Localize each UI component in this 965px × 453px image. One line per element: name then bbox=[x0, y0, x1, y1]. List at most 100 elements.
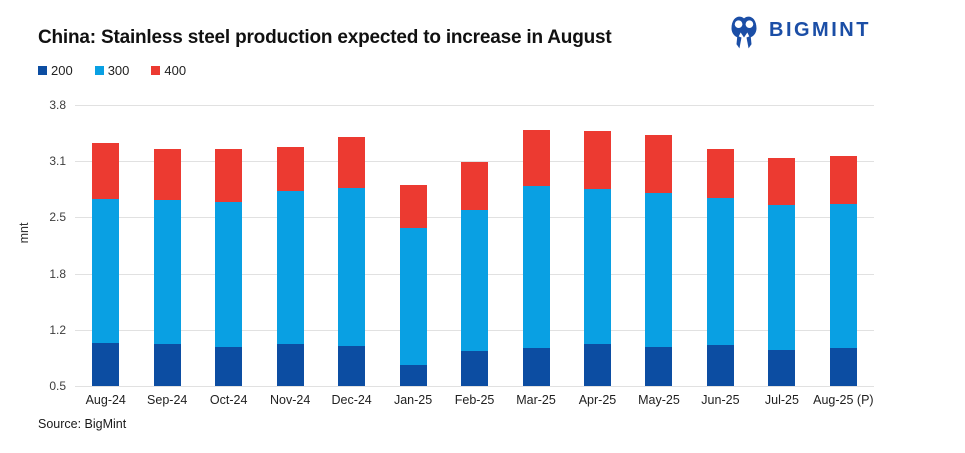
stacked-bar-dec-24 bbox=[338, 105, 366, 386]
bigmint-logo-text: BIGMINT bbox=[769, 19, 871, 41]
segment-400 bbox=[768, 157, 796, 205]
segment-200 bbox=[768, 350, 796, 386]
segment-400 bbox=[583, 130, 611, 190]
y-tick-label: 3.1 bbox=[49, 154, 66, 169]
segment-200 bbox=[215, 346, 243, 386]
segment-300 bbox=[645, 192, 673, 347]
stacked-bar-aug-25-p bbox=[829, 105, 857, 386]
segment-200 bbox=[92, 343, 120, 386]
x-tick-label: Aug-25 (P) bbox=[813, 393, 874, 407]
stacked-bar-apr-25 bbox=[583, 105, 611, 386]
segment-300 bbox=[583, 189, 611, 345]
stacked-bar-aug-24 bbox=[92, 105, 120, 386]
gridline bbox=[75, 105, 874, 106]
legend: 200 300 400 bbox=[38, 63, 186, 78]
segment-200 bbox=[276, 344, 304, 386]
segment-200 bbox=[153, 344, 181, 386]
y-axis-ticks: 3.8 3.1 2.5 1.8 1.2 0.5 bbox=[0, 98, 66, 393]
segment-400 bbox=[92, 143, 120, 199]
gridline bbox=[75, 386, 874, 387]
segment-200 bbox=[829, 347, 857, 386]
bar-group-oct-24: Oct-24 bbox=[198, 105, 259, 407]
bars: Aug-24 Sep-24 Oct-24 Nov-24 Dec-24 Jan-25 Feb-… bbox=[75, 105, 874, 407]
bar-group-dec-24: Dec-24 bbox=[321, 105, 382, 407]
segment-200 bbox=[522, 347, 550, 386]
segment-300 bbox=[338, 188, 366, 346]
stacked-bar-mar-25 bbox=[522, 105, 550, 386]
segment-300 bbox=[522, 185, 550, 348]
stacked-bar-nov-24 bbox=[276, 105, 304, 386]
legend-item-200: 200 bbox=[38, 63, 73, 78]
segment-200 bbox=[583, 344, 611, 386]
segment-400 bbox=[461, 162, 489, 210]
segment-400 bbox=[399, 185, 427, 229]
segment-300 bbox=[461, 209, 489, 352]
segment-300 bbox=[768, 204, 796, 351]
y-tick-label: 1.2 bbox=[49, 322, 66, 337]
source-note: Source: BigMint bbox=[38, 417, 127, 431]
bigmint-logo-icon bbox=[731, 16, 757, 49]
stacked-bar-oct-24 bbox=[215, 105, 243, 386]
segment-300 bbox=[276, 191, 304, 345]
bar-group-mar-25: Mar-25 bbox=[505, 105, 566, 407]
y-tick-label: 2.5 bbox=[49, 210, 66, 225]
bar-group-jul-25: Jul-25 bbox=[751, 105, 812, 407]
segment-400 bbox=[522, 129, 550, 186]
y-axis-title: mnt bbox=[17, 222, 31, 244]
chart-title: China: Stainless steel production expect… bbox=[38, 27, 612, 48]
legend-swatch-400 bbox=[151, 66, 161, 75]
x-tick-label: Oct-24 bbox=[209, 393, 248, 407]
legend-swatch-300 bbox=[94, 66, 104, 75]
segment-400 bbox=[215, 149, 243, 203]
stacked-bar-jan-25 bbox=[399, 105, 427, 386]
segment-200 bbox=[706, 345, 734, 386]
segment-300 bbox=[829, 203, 857, 348]
legend-label-400: 400 bbox=[164, 63, 187, 78]
y-tick-label: 3.8 bbox=[49, 98, 66, 112]
legend-item-400: 400 bbox=[151, 63, 186, 78]
legend-item-300: 300 bbox=[94, 63, 129, 78]
segment-300 bbox=[153, 200, 181, 345]
segment-400 bbox=[338, 136, 366, 189]
stacked-bar-feb-25 bbox=[461, 105, 489, 386]
x-tick-label: Mar-25 bbox=[516, 393, 556, 407]
bar-group-aug-24: Aug-24 bbox=[75, 105, 136, 407]
stacked-bar-jun-25 bbox=[706, 105, 734, 386]
bar-group-nov-24: Nov-24 bbox=[259, 105, 320, 407]
bar-group-jan-25: Jan-25 bbox=[382, 105, 443, 407]
y-tick-label: 0.5 bbox=[49, 379, 66, 393]
segment-400 bbox=[706, 149, 734, 198]
x-tick-label: Jul-25 bbox=[764, 393, 799, 407]
bar-group-feb-25: Feb-25 bbox=[444, 105, 505, 407]
x-tick-label: Sep-24 bbox=[147, 393, 188, 407]
x-tick-label: Apr-25 bbox=[578, 393, 617, 407]
bar-group-aug-25-p: Aug-25 (P) bbox=[813, 105, 874, 407]
x-tick-label: Aug-24 bbox=[85, 393, 126, 407]
x-tick-label: Jun-25 bbox=[701, 393, 740, 407]
segment-200 bbox=[399, 364, 427, 386]
legend-swatch-200 bbox=[38, 66, 47, 75]
stacked-bar-sep-24 bbox=[153, 105, 181, 386]
x-tick-label: Jan-25 bbox=[393, 393, 433, 407]
x-tick-label: Feb-25 bbox=[454, 393, 495, 407]
x-tick-label: Nov-24 bbox=[269, 393, 311, 407]
x-tick-label: May-25 bbox=[638, 393, 680, 407]
bar-group-sep-24: Sep-24 bbox=[136, 105, 197, 407]
segment-300 bbox=[92, 198, 120, 344]
plot-area: Aug-24 Sep-24 Oct-24 Nov-24 Dec-24 Jan-25 Feb-… bbox=[75, 105, 874, 407]
segment-200 bbox=[645, 346, 673, 386]
bar-group-jun-25: Jun-25 bbox=[690, 105, 751, 407]
segment-200 bbox=[461, 351, 489, 386]
legend-label-200: 200 bbox=[51, 63, 73, 78]
stacked-bar-may-25 bbox=[645, 105, 673, 386]
segment-300 bbox=[706, 197, 734, 346]
bar-group-may-25: May-25 bbox=[628, 105, 689, 407]
segment-400 bbox=[153, 149, 181, 201]
gridline bbox=[75, 161, 874, 163]
stacked-bar-jul-25 bbox=[768, 105, 796, 386]
segment-300 bbox=[399, 228, 427, 365]
segment-300 bbox=[215, 202, 243, 347]
segment-400 bbox=[645, 134, 673, 193]
segment-400 bbox=[276, 146, 304, 192]
